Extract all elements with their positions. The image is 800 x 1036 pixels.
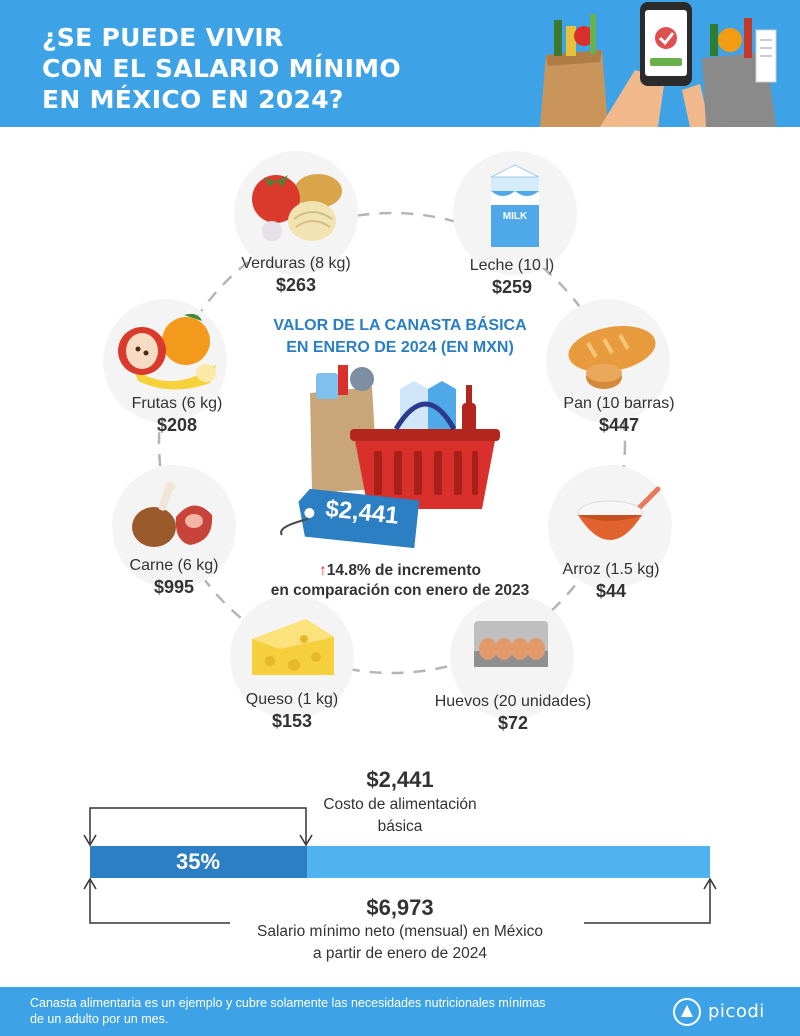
- main-content: MILK: [0, 127, 800, 987]
- salary-bracket: [83, 877, 717, 924]
- item-frutas: Frutas (6 kg) $208: [77, 395, 277, 436]
- fruits-icon: [118, 313, 216, 390]
- basket-title: VALOR DE LA CANASTA BÁSICA EN ENERO DE 2…: [230, 315, 570, 359]
- cost-label: Costo de alimentación básica: [300, 794, 500, 838]
- eggs-icon: [474, 621, 548, 667]
- increment-line-2: en comparación con enero de 2023: [270, 582, 530, 599]
- title-line-1: ¿SE PUEDE VIVIR: [42, 23, 284, 52]
- item-label: Carne (6 kg): [129, 557, 219, 574]
- basket-icon: [280, 365, 500, 549]
- item-label: Verduras (8 kg): [241, 255, 351, 272]
- item-label: Frutas (6 kg): [131, 395, 223, 412]
- item-carne: Carne (6 kg) $995: [74, 557, 274, 598]
- item-price: $263: [275, 275, 317, 295]
- bread-icon: [568, 326, 656, 389]
- salary-bar: 35%: [90, 846, 710, 878]
- vegetables-icon: [252, 174, 342, 241]
- item-price: $208: [156, 415, 198, 435]
- item-arroz: Arroz (1.5 kg) $44: [511, 561, 711, 602]
- brand-name: picodi: [708, 1001, 765, 1022]
- cheese-icon: [252, 619, 334, 675]
- item-pan: Pan (10 barras) $447: [519, 395, 719, 436]
- salary-label-line-2: a partir de enero de 2024: [312, 945, 488, 962]
- basket-title-line-1: VALOR DE LA CANASTA BÁSICA: [273, 317, 527, 334]
- footer-note-line-2: de un adulto por un mes.: [30, 1012, 169, 1026]
- item-label: Huevos (20 unidades): [434, 693, 592, 710]
- milk-icon: MILK: [490, 164, 540, 247]
- footer: Canasta alimentaria es un ejemplo y cubr…: [0, 987, 800, 1036]
- footer-note-line-1: Canasta alimentaria es un ejemplo y cubr…: [30, 996, 546, 1010]
- item-price: $259: [491, 277, 533, 297]
- header-banner: ¿SE PUEDE VIVIR CON EL SALARIO MÍNIMO EN…: [0, 0, 800, 127]
- item-label: Queso (1 kg): [245, 691, 339, 708]
- item-label: Arroz (1.5 kg): [562, 561, 660, 578]
- page-title: ¿SE PUEDE VIVIR CON EL SALARIO MÍNIMO EN…: [42, 22, 442, 115]
- shopping-illustration-icon: [540, 2, 777, 127]
- salary-label: Salario mínimo neto (mensual) en México …: [200, 921, 600, 965]
- salary-amount: $6,973: [366, 895, 434, 920]
- items-ring: [157, 211, 627, 675]
- rice-icon: [577, 486, 661, 540]
- item-label: Leche (10 l): [469, 257, 555, 274]
- cost-bracket: [83, 807, 313, 847]
- item-huevos: Huevos (20 unidades) $72: [413, 693, 613, 734]
- increment-note: ↑14.8% de incremento en comparación con …: [215, 561, 585, 601]
- increase-arrow-icon: ↑: [319, 562, 327, 579]
- item-leche: Leche (10 l) $259: [412, 257, 612, 298]
- cost-amount: $2,441: [366, 767, 434, 792]
- brand-logo[interactable]: picodi: [672, 997, 782, 1027]
- basket-title-line-2: EN ENERO DE 2024 (EN MXN): [286, 339, 514, 356]
- increment-line-1: 14.8% de incremento: [326, 562, 481, 579]
- item-price: $72: [497, 713, 529, 733]
- cost-label-line-1: Costo de alimentación: [323, 796, 477, 813]
- meat-icon: [132, 482, 213, 547]
- svg-text:MILK: MILK: [503, 211, 528, 222]
- item-verduras: Verduras (8 kg) $263: [196, 255, 396, 296]
- item-queso: Queso (1 kg) $153: [192, 691, 392, 732]
- item-price: $153: [271, 711, 313, 731]
- cost-share-bar: [90, 846, 307, 878]
- item-price: $995: [153, 577, 195, 597]
- item-price: $447: [598, 415, 640, 435]
- salary-label-line-1: Salario mínimo neto (mensual) en México: [256, 923, 543, 940]
- title-line-3: EN MÉXICO EN 2024?: [42, 85, 344, 114]
- item-price: $44: [595, 581, 627, 601]
- title-line-2: CON EL SALARIO MÍNIMO: [42, 54, 401, 83]
- cost-label-line-2: básica: [377, 818, 423, 835]
- picodi-logo-icon: [673, 998, 701, 1026]
- item-label: Pan (10 barras): [563, 395, 675, 412]
- percent-label: 35%: [175, 849, 221, 874]
- footer-note: Canasta alimentaria es un ejemplo y cubr…: [30, 995, 630, 1027]
